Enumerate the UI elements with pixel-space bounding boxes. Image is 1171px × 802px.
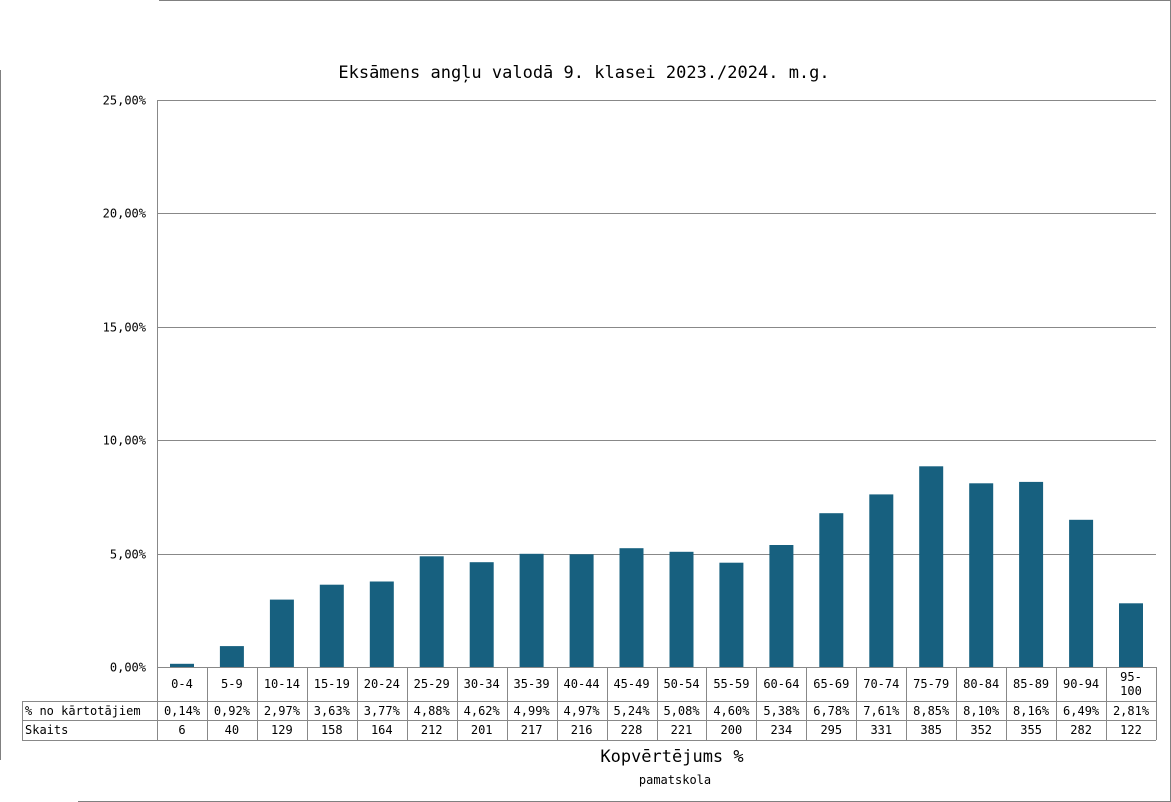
data-label: 234: [771, 723, 793, 737]
data-label: 228: [621, 723, 643, 737]
data-label: 8,16%: [1013, 704, 1050, 718]
data-label: 122: [1120, 723, 1142, 737]
chart-subtitle: pamatskola: [639, 773, 711, 787]
bar: [819, 513, 844, 667]
data-label: 5,38%: [763, 704, 800, 718]
x-tick-label: 70-74: [863, 677, 899, 691]
data-label: 4,99%: [514, 704, 551, 718]
data-label: 201: [471, 723, 493, 737]
x-tick-label: 30-34: [464, 677, 500, 691]
data-label: 7,61%: [863, 704, 900, 718]
bar: [1019, 481, 1044, 667]
data-label: 0,14%: [164, 704, 201, 718]
bar: [319, 584, 344, 667]
data-label: 40: [225, 723, 239, 737]
bar: [469, 562, 494, 667]
x-tick-label: 15-19: [314, 677, 350, 691]
y-tick-label: 15,00%: [103, 321, 147, 335]
x-tick-label: 20-24: [364, 677, 400, 691]
x-tick-label: 95-: [1120, 670, 1142, 684]
bar: [369, 581, 394, 667]
data-label: 282: [1070, 723, 1092, 737]
bar: [219, 646, 244, 667]
x-tick-label: 85-89: [1013, 677, 1049, 691]
data-label: 8,85%: [913, 704, 950, 718]
data-label: 6,78%: [813, 704, 850, 718]
data-label: 4,60%: [713, 704, 750, 718]
data-label: 331: [870, 723, 892, 737]
data-label: 6,49%: [1063, 704, 1100, 718]
bar: [519, 553, 544, 667]
bar: [170, 663, 194, 667]
x-tick-label: 65-69: [813, 677, 849, 691]
x-tick-label: 50-54: [663, 677, 699, 691]
data-label: 6: [178, 723, 185, 737]
data-label: 2,81%: [1113, 704, 1150, 718]
bar: [1119, 603, 1143, 667]
x-tick-label: 55-59: [713, 677, 749, 691]
x-tick-label: 25-29: [414, 677, 450, 691]
data-label: 2,97%: [264, 704, 301, 718]
data-label: 212: [421, 723, 443, 737]
data-label: 4,62%: [464, 704, 501, 718]
data-label: 200: [721, 723, 743, 737]
y-tick-label: 0,00%: [110, 661, 147, 675]
data-label: 3,63%: [314, 704, 351, 718]
bar: [969, 483, 994, 667]
data-label: 352: [970, 723, 992, 737]
x-tick-label: 45-49: [613, 677, 649, 691]
x-tick-label: 90-94: [1063, 677, 1099, 691]
x-tick-label: 80-84: [963, 677, 999, 691]
bar: [419, 556, 444, 667]
y-tick-label: 25,00%: [103, 94, 147, 108]
x-tick-label: 10-14: [264, 677, 300, 691]
y-tick-label: 5,00%: [110, 548, 147, 562]
data-label: 5,24%: [613, 704, 650, 718]
data-label: 8,10%: [963, 704, 1000, 718]
data-label: 5,08%: [663, 704, 700, 718]
data-label: 158: [321, 723, 343, 737]
data-label: 221: [671, 723, 693, 737]
x-tick-label: 75-79: [913, 677, 949, 691]
data-label: 3,77%: [364, 704, 401, 718]
data-label: 355: [1020, 723, 1042, 737]
bar: [769, 545, 794, 667]
data-label: 164: [371, 723, 393, 737]
x-tick-label: 0-4: [171, 677, 193, 691]
data-label: 385: [920, 723, 942, 737]
x-axis-label: Kopvērtējums %: [600, 747, 743, 767]
data-label: 129: [271, 723, 293, 737]
x-tick-label: 5-9: [221, 677, 243, 691]
bar: [919, 466, 944, 667]
bar: [569, 554, 594, 667]
bar: [869, 494, 894, 667]
data-label: 217: [521, 723, 543, 737]
data-label: 295: [820, 723, 842, 737]
y-tick-label: 10,00%: [103, 434, 147, 448]
table-row-label: Skaits: [25, 723, 68, 737]
x-tick-label: 60-64: [763, 677, 799, 691]
x-tick-label: 40-44: [564, 677, 600, 691]
table-row-label: % no kārtotājiem: [25, 704, 141, 718]
bar: [669, 551, 694, 667]
x-tick-label: 35-39: [514, 677, 550, 691]
chart-title: Eksāmens angļu valodā 9. klasei 2023./20…: [338, 63, 829, 83]
bar: [619, 548, 644, 667]
data-label: 4,97%: [564, 704, 601, 718]
data-label: 4,88%: [414, 704, 451, 718]
data-label: 0,92%: [214, 704, 251, 718]
bar: [269, 599, 294, 667]
data-label: 216: [571, 723, 593, 737]
y-tick-label: 20,00%: [103, 207, 147, 221]
bar: [719, 562, 744, 667]
x-tick-label: 100: [1120, 684, 1142, 698]
bar: [1069, 519, 1094, 667]
